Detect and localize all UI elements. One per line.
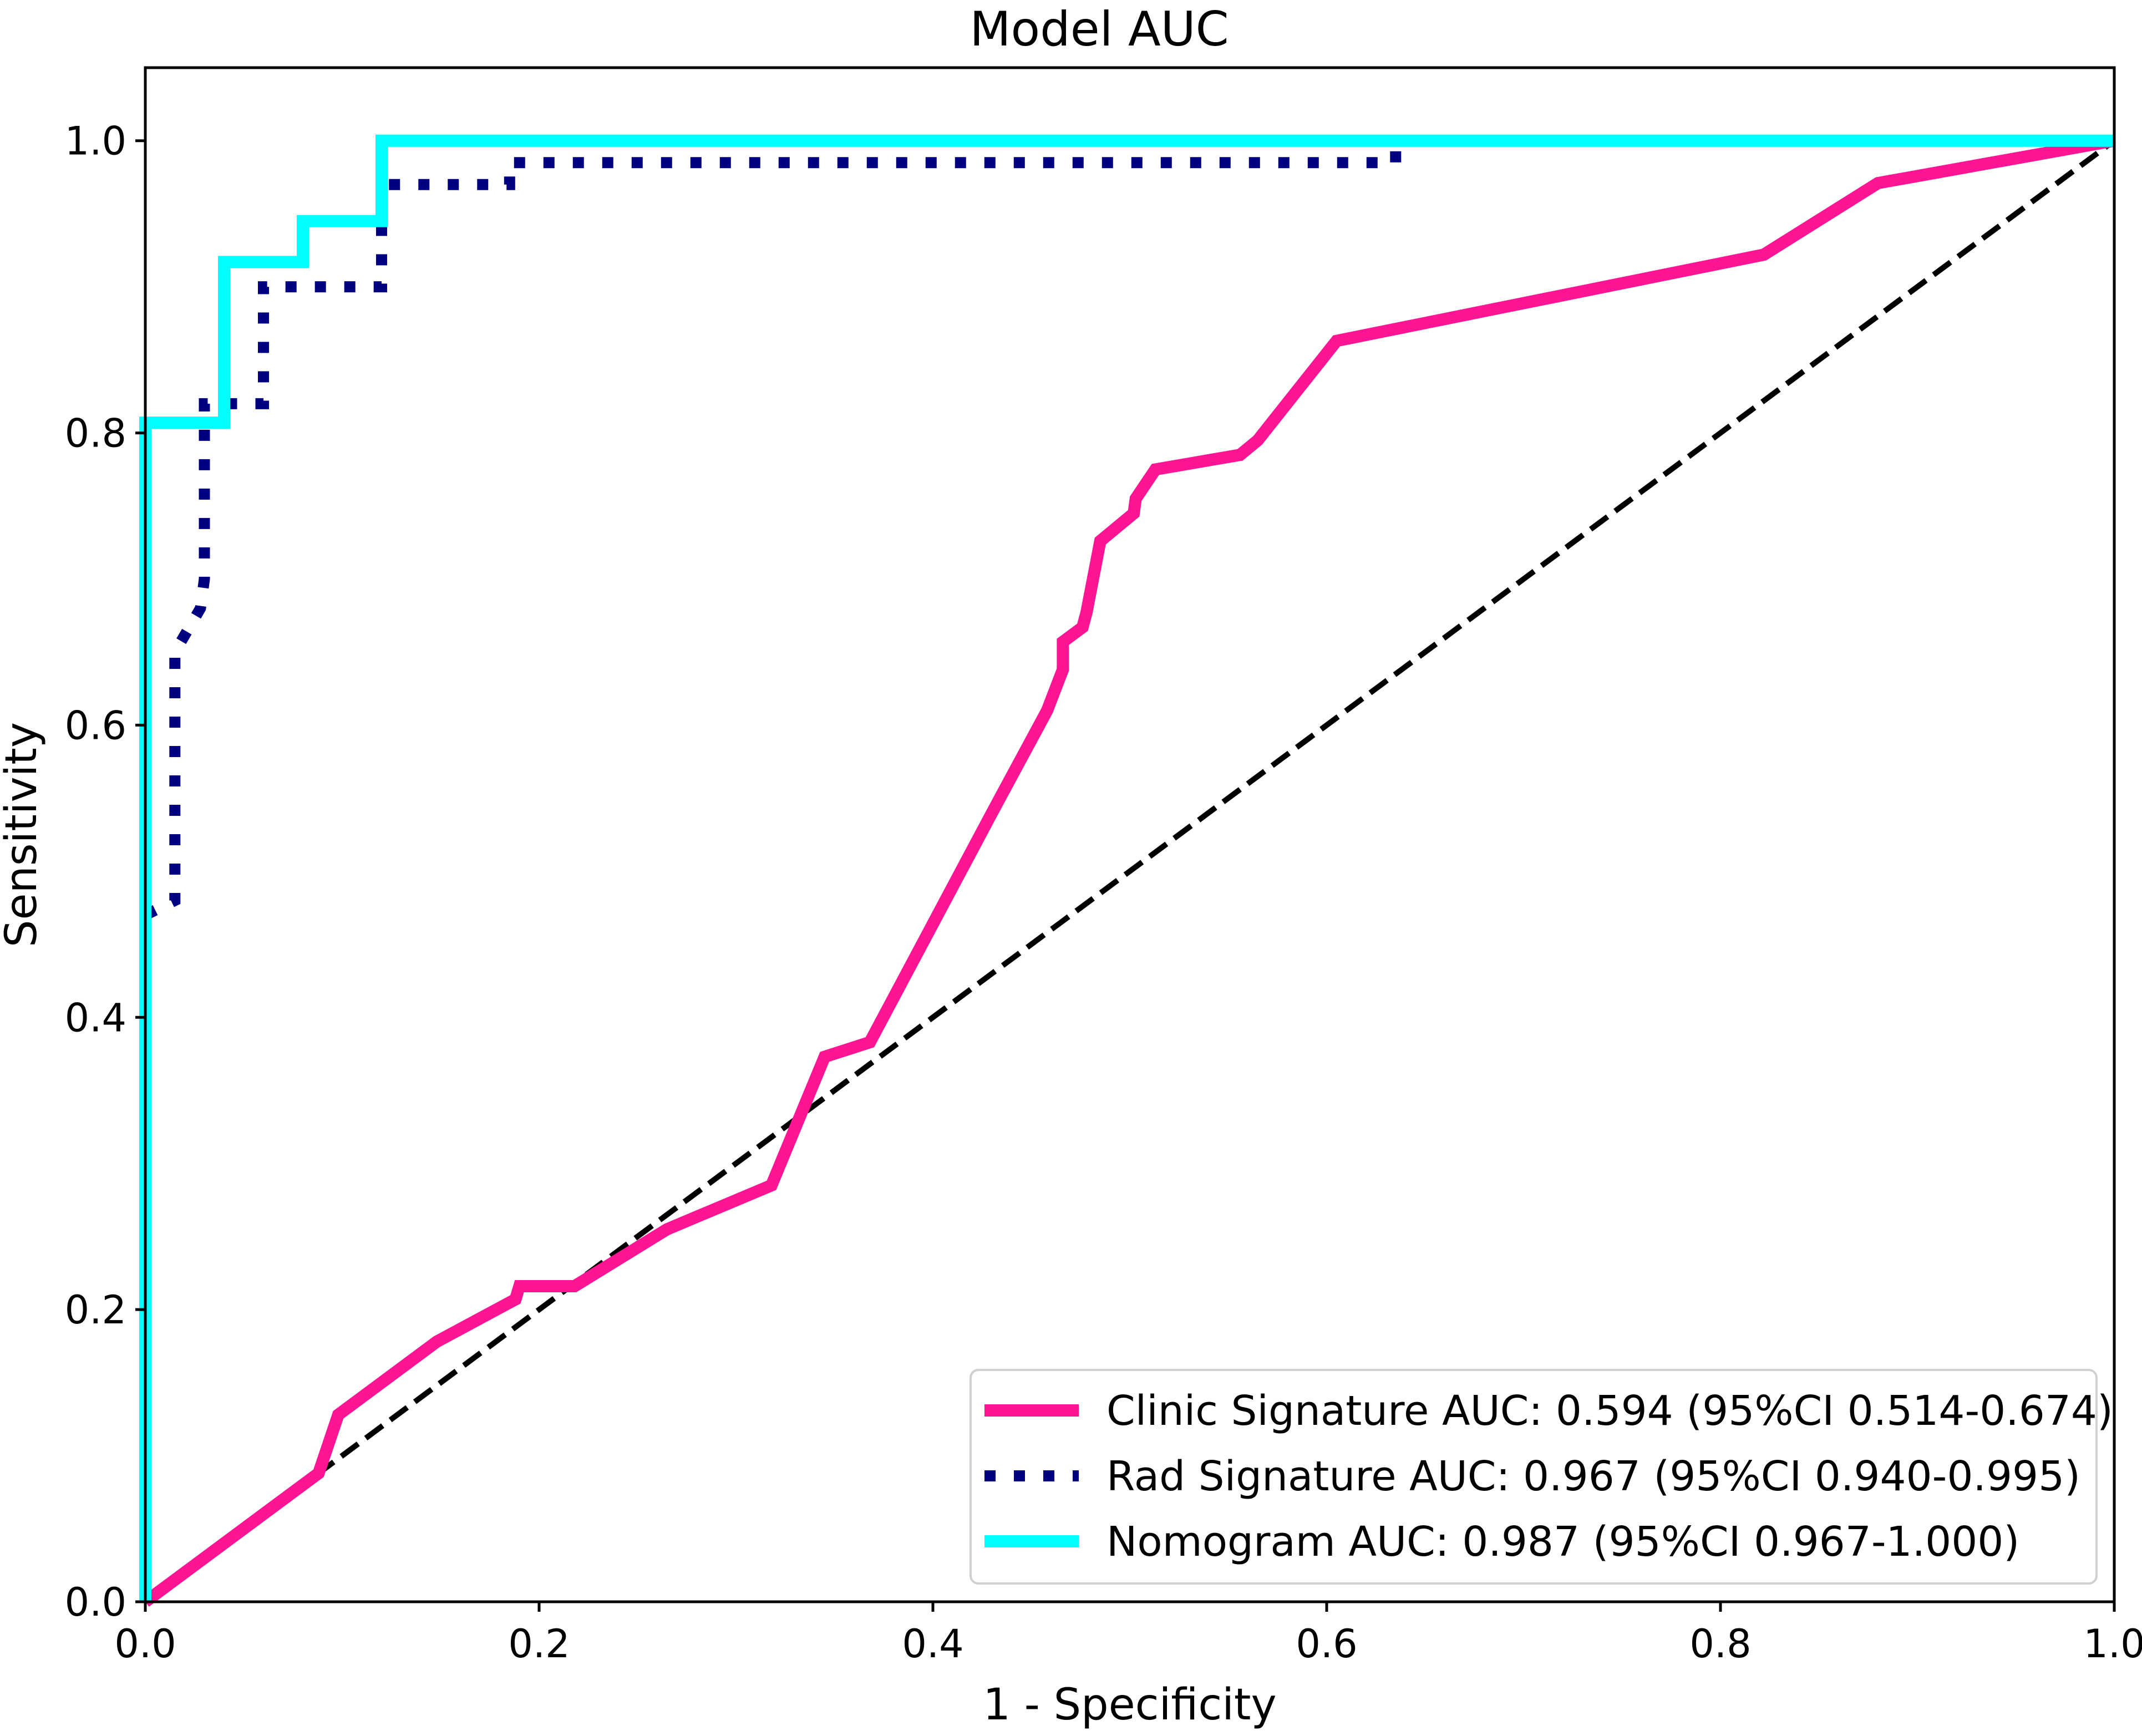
x-tick-label: 1.0 (2083, 1621, 2142, 1667)
y-tick-label: 0.4 (65, 995, 126, 1040)
clinic-signature-curve (141, 134, 2115, 1607)
x-axis-label: 1 - Specificity (983, 1680, 1276, 1730)
x-tick-label: 0.0 (114, 1621, 176, 1667)
legend-label: Clinic Signature AUC: 0.594 (95%CI 0.514… (1106, 1387, 2113, 1435)
x-tick-label: 0.2 (508, 1621, 570, 1667)
chart-title: Model AUC (970, 2, 1229, 57)
legend-item-nomogram: Nomogram AUC: 0.987 (95%CI 0.967-1.000) (984, 1518, 2019, 1566)
legend-label: Rad Signature AUC: 0.967 (95%CI 0.940-0.… (1106, 1453, 2080, 1500)
x-tick-label: 0.8 (1689, 1621, 1751, 1667)
nomogram-curve (139, 134, 2114, 1602)
plot-frame (144, 66, 2116, 1603)
legend-item-rad-signature: Rad Signature AUC: 0.967 (95%CI 0.940-0.… (984, 1453, 2080, 1500)
rad-signature-curve (143, 135, 2114, 920)
legend-item-clinic-signature: Clinic Signature AUC: 0.594 (95%CI 0.514… (984, 1387, 2113, 1435)
plot-series (139, 134, 2116, 1607)
y-tick-label: 1.0 (65, 119, 126, 164)
y-tick-label: 0.8 (65, 411, 126, 456)
x-axis-ticks: 0.0 0.2 0.4 0.6 0.8 1.0 (114, 1602, 2142, 1667)
legend: Clinic Signature AUC: 0.594 (95%CI 0.514… (970, 1369, 2113, 1585)
y-axis-ticks: 0.0 0.2 0.4 0.6 0.8 1.0 (65, 119, 145, 1625)
legend-label: Nomogram AUC: 0.987 (95%CI 0.967-1.000) (1106, 1518, 2019, 1566)
y-tick-label: 0.6 (65, 703, 126, 748)
y-tick-label: 0.0 (65, 1580, 126, 1625)
y-axis-label: Sensitivity (0, 722, 47, 947)
y-tick-label: 0.2 (65, 1287, 126, 1333)
chance-diagonal-line (144, 138, 2116, 1605)
x-tick-label: 0.4 (902, 1621, 963, 1667)
legend-box (970, 1369, 2098, 1585)
x-tick-label: 0.6 (1296, 1621, 1357, 1667)
